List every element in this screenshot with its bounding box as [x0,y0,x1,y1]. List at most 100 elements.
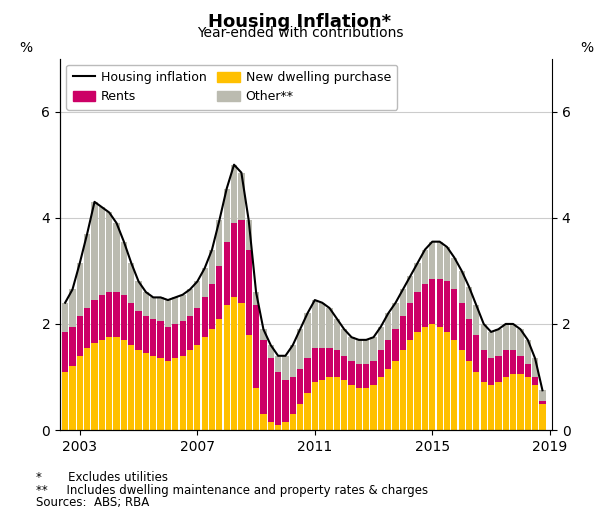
Bar [311,382,318,430]
Bar [209,249,215,284]
Bar [503,351,509,377]
Bar [400,316,406,351]
Bar [517,356,524,375]
Text: Housing Inflation*: Housing Inflation* [208,13,392,31]
Bar [400,351,406,430]
Bar [136,281,142,310]
Bar [70,366,76,430]
Bar [341,356,347,380]
Bar [437,242,443,279]
Bar [473,334,479,372]
Bar [363,340,370,364]
Bar [121,295,127,340]
Bar [275,356,281,372]
Bar [194,281,200,308]
Bar [422,249,428,284]
Bar [415,332,421,430]
Bar [84,234,90,308]
Bar [268,345,274,358]
Bar [304,314,311,358]
Bar [444,247,450,281]
Bar [495,356,502,382]
Bar [157,321,164,358]
Bar [202,337,208,430]
Bar [187,290,193,316]
Bar [510,324,516,351]
Bar [99,340,105,430]
Bar [62,372,68,430]
Bar [429,324,436,430]
Bar [106,212,112,292]
Bar [143,292,149,316]
Bar [503,324,509,351]
Text: Year-ended with contributions: Year-ended with contributions [197,26,403,41]
Bar [415,263,421,292]
Bar [245,334,252,430]
Bar [231,297,237,430]
Bar [370,361,377,385]
Bar [238,220,245,303]
Bar [121,242,127,295]
Bar [400,290,406,316]
Bar [77,356,83,430]
Bar [172,297,178,324]
Bar [172,358,178,430]
Bar [84,308,90,348]
Bar [245,249,252,334]
Bar [121,340,127,430]
Bar [91,202,98,300]
Bar [187,351,193,430]
Bar [128,303,134,345]
Bar [458,271,465,303]
Bar [466,287,472,319]
Text: Sources:  ABS; RBA: Sources: ABS; RBA [36,496,149,509]
Bar [334,319,340,351]
Bar [473,305,479,334]
Bar [334,351,340,377]
Bar [392,303,399,329]
Bar [297,404,303,430]
Bar [407,276,413,303]
Bar [385,314,391,340]
Bar [311,300,318,348]
Bar [349,337,355,361]
Bar [524,364,531,377]
Bar [128,345,134,430]
Bar [349,385,355,430]
Bar [392,329,399,361]
Bar [209,329,215,430]
Bar [532,377,538,385]
Text: **     Includes dwelling maintenance and property rates & charges: ** Includes dwelling maintenance and pro… [36,484,428,497]
Bar [341,329,347,356]
Bar [268,422,274,430]
Bar [253,292,259,305]
Bar [231,223,237,297]
Bar [238,173,245,220]
Bar [113,337,119,430]
Bar [216,319,223,430]
Bar [143,353,149,430]
Bar [437,279,443,327]
Bar [202,268,208,297]
Bar [407,340,413,430]
Bar [304,358,311,393]
Bar [165,300,171,327]
Bar [150,319,157,356]
Bar [422,327,428,430]
Bar [224,189,230,242]
Bar [517,329,524,356]
Bar [179,321,186,356]
Bar [136,351,142,430]
Bar [99,295,105,340]
Bar [341,380,347,430]
Bar [495,382,502,430]
Bar [99,207,105,295]
Bar [311,348,318,382]
Bar [370,385,377,430]
Bar [444,281,450,332]
Bar [539,401,545,404]
Bar [422,284,428,327]
Bar [539,404,545,430]
Bar [297,369,303,404]
Y-axis label: %: % [19,41,32,55]
